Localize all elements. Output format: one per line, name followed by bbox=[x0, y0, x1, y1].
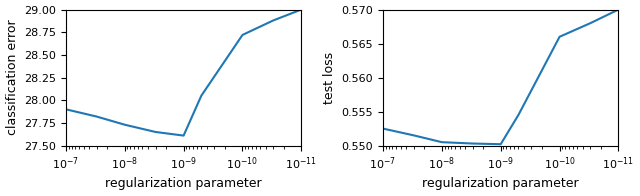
X-axis label: regularization parameter: regularization parameter bbox=[422, 177, 579, 191]
Y-axis label: test loss: test loss bbox=[323, 52, 336, 104]
Y-axis label: classification error: classification error bbox=[6, 20, 19, 135]
X-axis label: regularization parameter: regularization parameter bbox=[106, 177, 262, 191]
